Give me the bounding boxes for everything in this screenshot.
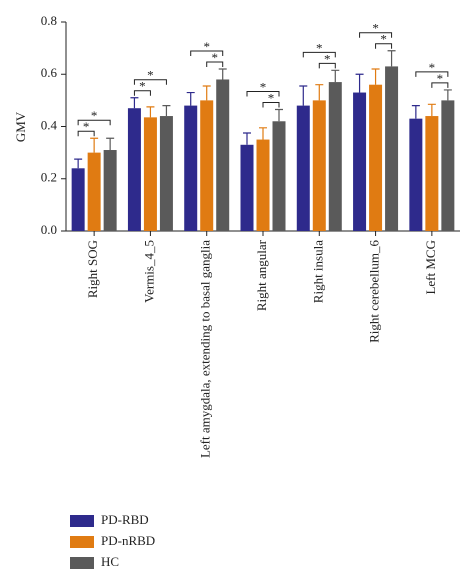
y-tick-label: 0.6 [41,65,58,80]
x-tick-label: Left amygdala, extending to basal gangli… [198,240,213,458]
significance-label: * [316,40,323,55]
significance-bracket [133,90,151,96]
bar [328,82,342,232]
significance-bracket [359,32,393,38]
significance-label: * [203,39,210,54]
bar [127,108,141,231]
significance-bracket [206,61,224,68]
legend-label: PD-nRBD [101,533,155,548]
error-bar [371,68,380,85]
bar [143,117,157,231]
error-bar [162,105,171,117]
error-bar [355,73,364,93]
significance-label: * [147,68,154,83]
significance-label: * [437,71,444,86]
error-bar [90,137,99,153]
significance-bracket [415,71,449,77]
significance-bracket [375,43,393,49]
significance-bracket [133,79,167,85]
significance-label: * [91,108,98,123]
bar [385,66,399,231]
error-bar [202,85,211,101]
bar [159,116,173,231]
significance-bracket [302,51,336,58]
error-bar [331,69,340,83]
legend-label: HC [101,554,119,569]
significance-bracket [262,102,280,108]
bar [409,118,423,231]
legend-label: PD-RBD [101,512,149,527]
significance-label: * [372,21,379,36]
x-tick-label: Left MCG [423,240,438,295]
significance-bracket [77,130,95,137]
error-bar [443,89,452,101]
error-bar [275,108,283,122]
bar [71,168,85,231]
error-bar [74,158,83,169]
bar [256,139,270,231]
y-tick-label: 0.0 [41,222,57,237]
bar [425,116,439,231]
significance-bracket [431,82,449,88]
error-bar [218,68,227,80]
significance-label: * [139,79,146,94]
significance-bracket [246,91,280,97]
bar [87,152,101,231]
significance-label: * [324,51,331,66]
error-bar [411,105,420,119]
bar [296,105,310,231]
bar [312,100,326,231]
x-tick-label: Right cerebellum_6 [367,240,382,343]
y-tick-label: 0.4 [41,117,58,132]
y-axis-label: GMV [13,111,28,142]
bar [240,144,254,231]
bar [200,100,214,231]
significance-label: * [268,91,275,106]
bar [353,92,367,231]
error-bar [146,106,155,118]
x-tick-label: Right insula [310,240,325,303]
error-bar [427,103,436,117]
bar [441,100,455,231]
error-bar [315,84,324,101]
error-bar [186,91,195,106]
legend-swatch [70,536,94,548]
significance-label: * [260,80,267,95]
significance-label: * [380,32,387,47]
significance-label: * [429,60,436,75]
bar [272,121,286,231]
x-tick-label: Right angular [254,239,269,311]
bar [184,105,198,231]
significance-label: * [211,50,218,65]
error-bar [106,137,115,151]
error-bar [259,127,267,140]
error-bar [130,97,139,109]
significance-bracket [318,62,336,69]
significance-label: * [83,119,90,134]
significance-bracket [77,119,111,126]
significance-bracket [190,50,224,57]
legend-swatch [70,515,94,527]
legend-swatch [70,557,94,569]
bar [103,150,117,231]
x-tick-label: Right SOG [85,240,100,298]
error-bar [299,85,308,106]
y-tick-label: 0.2 [41,170,57,185]
x-tick-label: Vermis_4_5 [141,240,156,303]
bar [216,79,230,231]
error-bar [387,50,396,67]
y-tick-label: 0.8 [41,13,57,28]
error-bar [243,132,251,145]
bar [369,84,383,231]
